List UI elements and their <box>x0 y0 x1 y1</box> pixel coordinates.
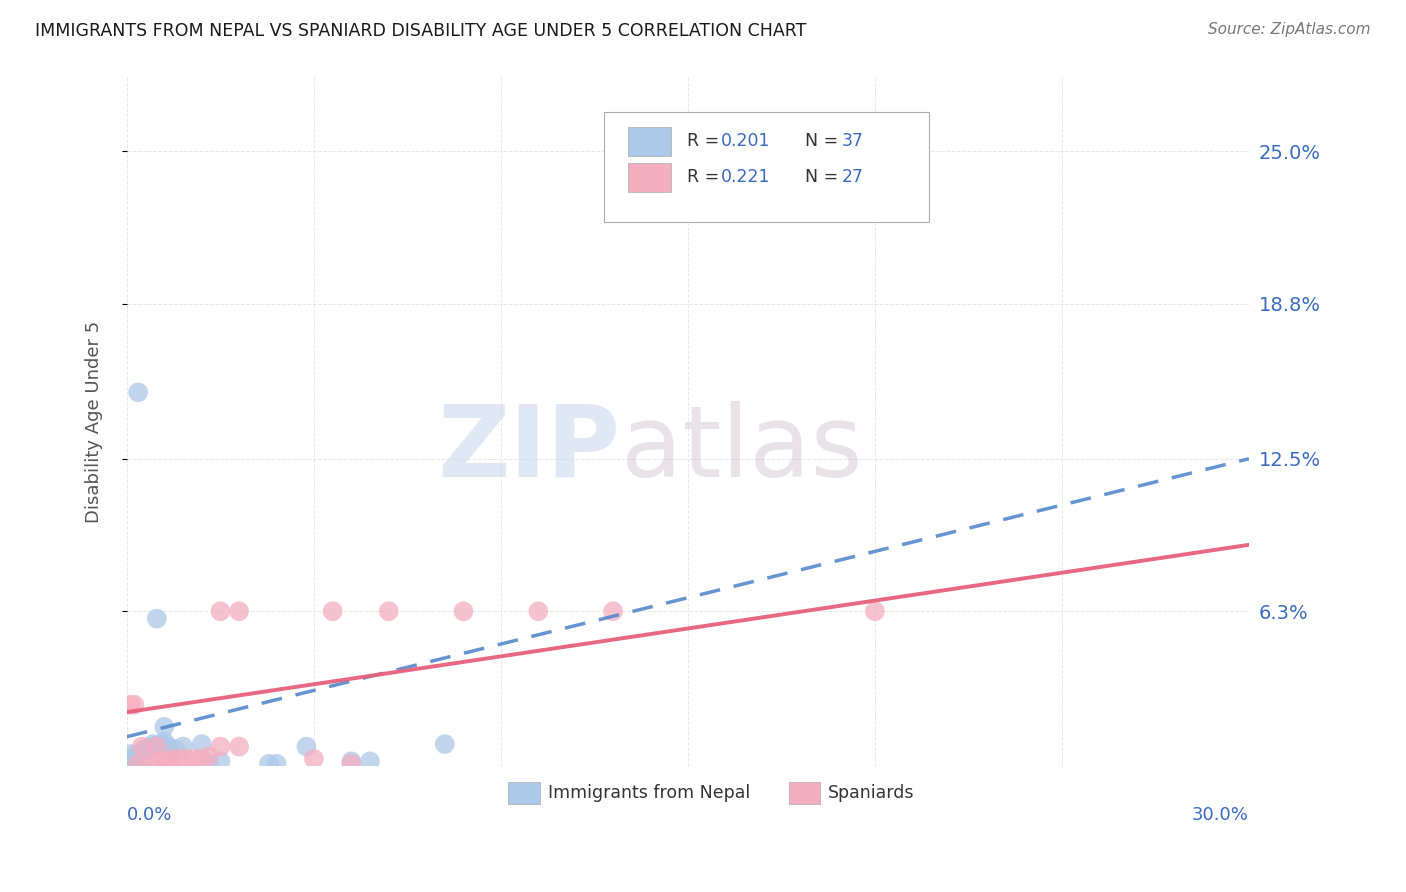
Text: IMMIGRANTS FROM NEPAL VS SPANIARD DISABILITY AGE UNDER 5 CORRELATION CHART: IMMIGRANTS FROM NEPAL VS SPANIARD DISABI… <box>35 22 807 40</box>
Point <box>127 749 149 764</box>
Point <box>146 612 169 626</box>
Text: Spaniards: Spaniards <box>828 784 915 802</box>
Point <box>124 754 146 768</box>
Point <box>124 756 146 771</box>
Text: 0.0%: 0.0% <box>127 805 173 823</box>
Point <box>359 754 381 768</box>
Point <box>198 749 221 764</box>
Point <box>160 752 183 766</box>
FancyBboxPatch shape <box>603 112 929 222</box>
Text: N =: N = <box>804 168 844 186</box>
Point <box>124 749 146 764</box>
Point <box>176 752 198 766</box>
Point <box>120 752 142 766</box>
Text: N =: N = <box>804 133 844 151</box>
Point <box>120 756 142 771</box>
Point <box>228 604 250 618</box>
Bar <box>789 782 820 804</box>
Point <box>257 756 280 771</box>
Point <box>198 756 221 771</box>
Point <box>127 756 149 771</box>
Text: atlas: atlas <box>620 401 862 498</box>
Text: 37: 37 <box>842 133 863 151</box>
Point <box>340 754 363 768</box>
Point <box>228 739 250 754</box>
Point <box>124 752 146 766</box>
Point <box>322 604 344 618</box>
Point <box>153 734 176 748</box>
Point <box>183 752 205 766</box>
Text: Immigrants from Nepal: Immigrants from Nepal <box>548 784 749 802</box>
Y-axis label: Disability Age Under 5: Disability Age Under 5 <box>86 321 103 523</box>
Text: ZIP: ZIP <box>437 401 620 498</box>
Point <box>142 737 165 751</box>
Point <box>340 756 363 771</box>
Point <box>190 752 212 766</box>
Point <box>120 754 142 768</box>
Text: 0.201: 0.201 <box>720 133 770 151</box>
Point <box>266 756 288 771</box>
Point <box>127 754 149 768</box>
Point <box>295 739 318 754</box>
Point <box>138 756 160 771</box>
Text: 30.0%: 30.0% <box>1192 805 1249 823</box>
Point <box>120 698 142 712</box>
Point <box>209 754 232 768</box>
Point <box>157 739 180 754</box>
Text: Source: ZipAtlas.com: Source: ZipAtlas.com <box>1208 22 1371 37</box>
Text: R =: R = <box>686 168 724 186</box>
Point <box>131 744 153 758</box>
Bar <box>628 127 671 156</box>
Point <box>127 385 149 400</box>
Point <box>135 742 157 756</box>
Point <box>377 604 399 618</box>
Point <box>209 739 232 754</box>
Point <box>127 756 149 771</box>
Point <box>146 754 169 768</box>
Point <box>433 737 456 751</box>
Point <box>527 604 550 618</box>
Point <box>602 604 624 618</box>
Point <box>124 698 146 712</box>
Point <box>146 739 169 754</box>
Point <box>172 739 194 754</box>
Point <box>138 742 160 756</box>
Point <box>165 742 187 756</box>
Point <box>146 739 169 754</box>
Text: 0.221: 0.221 <box>720 168 770 186</box>
Point <box>453 604 475 618</box>
Point <box>153 720 176 734</box>
Point <box>135 744 157 758</box>
Point <box>131 739 153 754</box>
Point <box>153 754 176 768</box>
Point <box>169 752 191 766</box>
Point <box>127 747 149 761</box>
Point <box>120 747 142 761</box>
Text: 27: 27 <box>842 168 863 186</box>
Point <box>131 756 153 771</box>
Point <box>302 752 325 766</box>
Point <box>209 604 232 618</box>
Point <box>142 739 165 754</box>
Point <box>157 754 180 768</box>
Text: R =: R = <box>686 133 724 151</box>
Point <box>863 604 886 618</box>
Bar <box>628 162 671 192</box>
Point <box>149 737 172 751</box>
Point <box>190 737 212 751</box>
Bar <box>509 782 540 804</box>
